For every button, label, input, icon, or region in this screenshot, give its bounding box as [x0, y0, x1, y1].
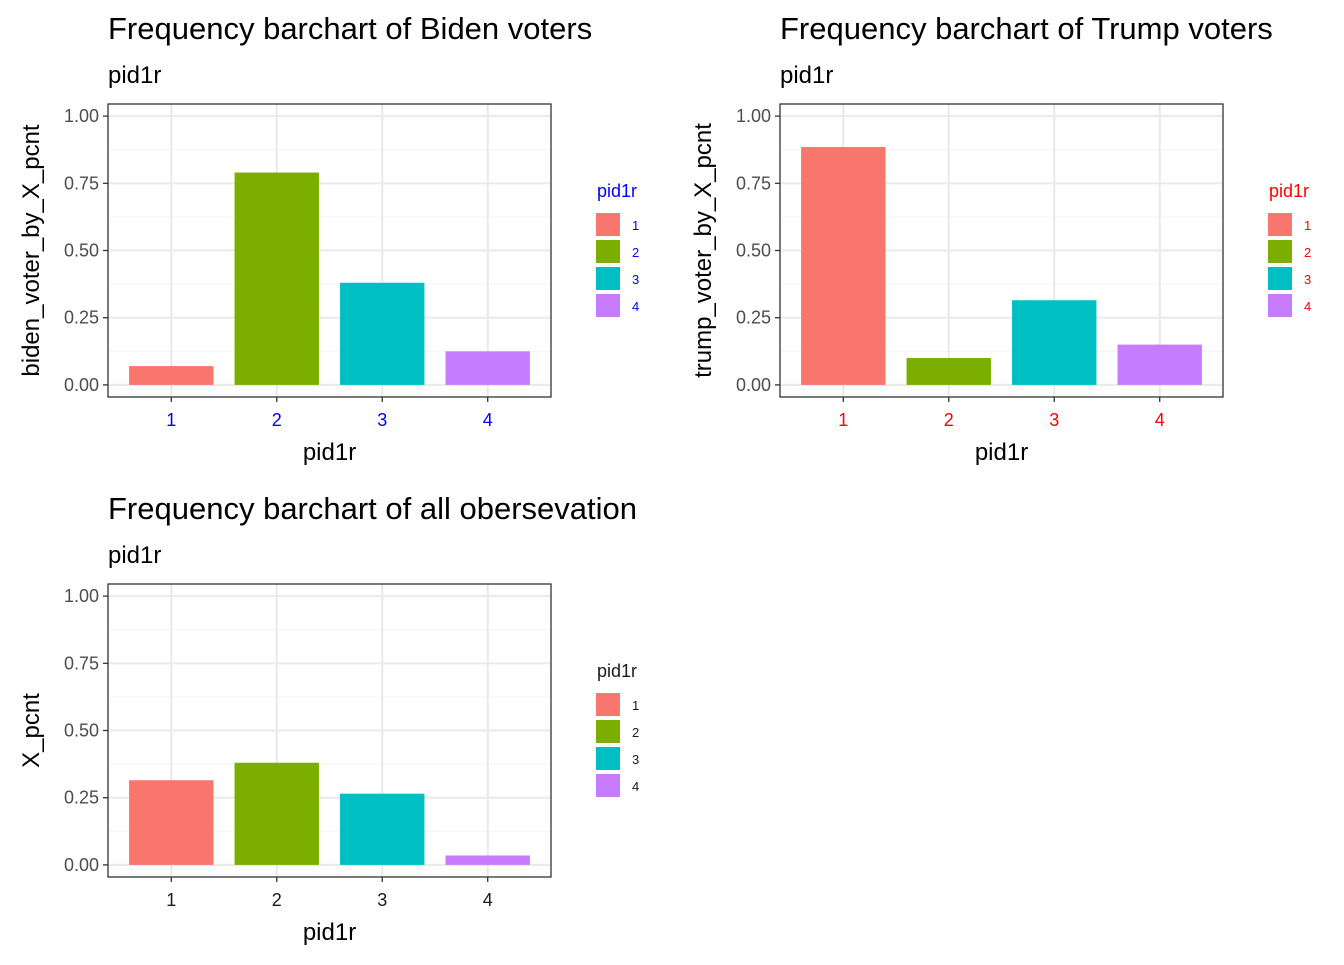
y-tick-label: 0.75: [64, 653, 99, 673]
chart-subtitle: pid1r: [108, 62, 161, 89]
bar-3: [340, 793, 425, 865]
legend-key-2: [1268, 240, 1292, 263]
chart-title: Frequency barchart of Trump voters: [780, 11, 1273, 46]
y-tick-label: 0.00: [64, 375, 99, 395]
bar-2: [234, 762, 319, 865]
y-tick-label: 0.50: [736, 241, 771, 261]
chart-title: Frequency barchart of all obersevation: [108, 491, 637, 526]
x-axis-title: pid1r: [975, 439, 1028, 466]
legend-label: 3: [632, 272, 639, 287]
bar-4: [445, 351, 530, 385]
legend-key-4: [596, 294, 620, 317]
bar-1: [129, 366, 214, 385]
legend-key-3: [1268, 267, 1292, 290]
legend-label: 3: [632, 752, 639, 767]
x-axis-title: pid1r: [303, 439, 356, 466]
x-tick-label: 4: [1155, 410, 1165, 430]
chart-panel-3: Frequency barchart of all obersevation pi…: [18, 491, 639, 946]
chart-subtitle: pid1r: [108, 542, 161, 569]
y-tick-label: 0.00: [736, 375, 771, 395]
legend-key-4: [596, 774, 620, 797]
x-tick-label: 2: [944, 410, 954, 430]
bar-3: [340, 282, 425, 385]
legend-key-2: [596, 720, 620, 743]
legend-key-3: [596, 747, 620, 770]
y-axis-title: biden_voter_by_X_pcnt: [18, 124, 45, 377]
x-tick-label: 1: [166, 410, 176, 430]
legend-key-1: [596, 693, 620, 716]
legend-label: 2: [1304, 245, 1311, 260]
legend-title: pid1r: [597, 661, 637, 681]
x-tick-label: 4: [483, 410, 493, 430]
legend-label: 1: [1304, 218, 1311, 233]
y-tick-label: 1.00: [64, 106, 99, 126]
y-tick-label: 0.25: [736, 308, 771, 328]
legend-key-1: [1268, 213, 1292, 236]
y-tick-label: 0.75: [736, 173, 771, 193]
legend-label: 3: [1304, 272, 1311, 287]
y-tick-label: 0.75: [64, 173, 99, 193]
y-tick-label: 1.00: [736, 106, 771, 126]
bar-4: [1117, 344, 1202, 385]
bar-1: [801, 147, 886, 385]
y-axis-title: X_pcnt: [18, 693, 45, 768]
x-tick-label: 2: [272, 890, 282, 910]
legend-title: pid1r: [1269, 181, 1309, 201]
y-tick-label: 0.25: [64, 308, 99, 328]
legend-label: 4: [1304, 299, 1311, 314]
legend-label: 1: [632, 218, 639, 233]
bar-2: [234, 172, 319, 385]
y-tick-label: 0.00: [64, 855, 99, 875]
bar-1: [129, 780, 214, 865]
legend-key-4: [1268, 294, 1292, 317]
x-tick-label: 2: [272, 410, 282, 430]
chart-panel-2: Frequency barchart of Trump voters pid1r 0…: [690, 11, 1311, 466]
bar-4: [445, 855, 530, 865]
x-tick-label: 4: [483, 890, 493, 910]
x-axis-title: pid1r: [303, 919, 356, 946]
chart-subtitle: pid1r: [780, 62, 833, 89]
y-tick-label: 0.25: [64, 788, 99, 808]
legend-label: 1: [632, 698, 639, 713]
bar-2: [906, 358, 991, 385]
legend-label: 2: [632, 725, 639, 740]
legend-label: 4: [632, 299, 639, 314]
bar-3: [1012, 300, 1097, 385]
legend-title: pid1r: [597, 181, 637, 201]
y-tick-label: 0.50: [64, 241, 99, 261]
legend-key-1: [596, 213, 620, 236]
legend-key-2: [596, 240, 620, 263]
chart-panel-1: Frequency barchart of Biden voters pid1r 0…: [18, 11, 639, 466]
legend-label: 4: [632, 779, 639, 794]
legend-key-3: [596, 267, 620, 290]
x-tick-label: 3: [377, 410, 387, 430]
chart-title: Frequency barchart of Biden voters: [108, 11, 592, 46]
x-tick-label: 1: [838, 410, 848, 430]
y-tick-label: 1.00: [64, 586, 99, 606]
x-tick-label: 1: [166, 890, 176, 910]
y-axis-title: trump_voter_by_X_pcnt: [690, 123, 717, 378]
y-tick-label: 0.50: [64, 721, 99, 741]
legend-label: 2: [632, 245, 639, 260]
x-tick-label: 3: [377, 890, 387, 910]
x-tick-label: 3: [1049, 410, 1059, 430]
